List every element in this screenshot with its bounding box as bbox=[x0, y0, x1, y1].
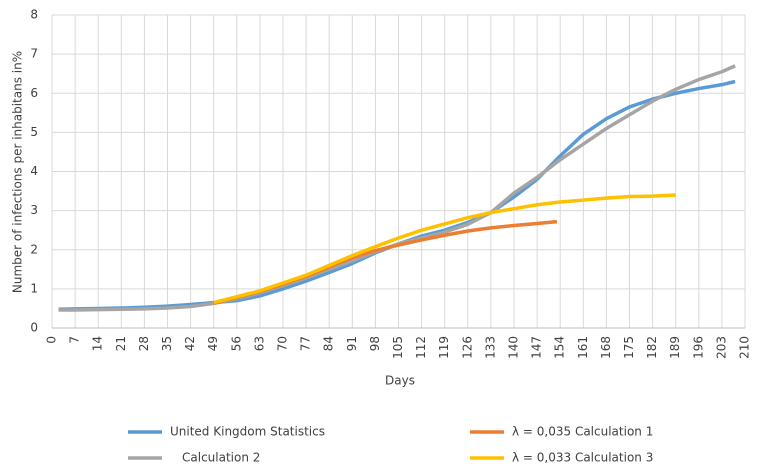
x-tick-label: 119 bbox=[437, 336, 451, 359]
x-tick-label: 175 bbox=[622, 336, 636, 359]
x-tick-label: 189 bbox=[668, 336, 682, 359]
x-tick-label: 105 bbox=[391, 336, 405, 359]
x-tick-label: 140 bbox=[507, 336, 521, 359]
x-tick-label: 112 bbox=[414, 336, 428, 359]
x-tick-label: 203 bbox=[714, 336, 728, 359]
series-line bbox=[213, 219, 558, 306]
y-tick-label: 3 bbox=[30, 203, 38, 217]
series-line bbox=[213, 193, 676, 305]
x-tick-label: 35 bbox=[160, 336, 174, 351]
y-tick-label: 8 bbox=[30, 8, 38, 22]
x-tick-label: 154 bbox=[553, 336, 567, 359]
legend-label: United Kingdom Statistics bbox=[170, 425, 325, 439]
y-axis-label: Number of infections per inhabitans in% bbox=[11, 51, 25, 293]
x-tick-label: 210 bbox=[738, 336, 752, 359]
x-tick-label: 91 bbox=[345, 336, 359, 351]
y-tick-label: 6 bbox=[30, 86, 38, 100]
legend-label: λ = 0,033 Calculation 3 bbox=[512, 451, 653, 465]
x-tick-label: 196 bbox=[691, 336, 705, 359]
x-tick-label: 21 bbox=[114, 336, 128, 351]
x-tick-label: 168 bbox=[599, 336, 613, 359]
x-tick-label: 70 bbox=[276, 336, 290, 351]
x-tick-label: 84 bbox=[322, 336, 336, 351]
x-tick-label: 147 bbox=[530, 336, 544, 359]
y-tick-label: 4 bbox=[30, 164, 38, 178]
x-tick-label: 161 bbox=[576, 336, 590, 359]
x-tick-label: 63 bbox=[252, 336, 266, 351]
y-tick-label: 1 bbox=[30, 281, 38, 295]
x-tick-label: 0 bbox=[45, 336, 59, 344]
y-tick-label: 7 bbox=[30, 47, 38, 61]
x-tick-label: 49 bbox=[206, 336, 220, 351]
x-tick-label: 56 bbox=[229, 336, 243, 351]
x-tick-label: 126 bbox=[460, 336, 474, 359]
y-tick-label: 0 bbox=[30, 321, 38, 335]
x-tick-label: 77 bbox=[299, 336, 313, 351]
x-tick-label: 7 bbox=[68, 336, 82, 344]
series-line bbox=[58, 64, 736, 312]
x-tick-label: 98 bbox=[368, 336, 382, 351]
y-tick-label: 2 bbox=[30, 242, 38, 256]
legend-label: Calculation 2 bbox=[182, 451, 260, 465]
x-tick-label: 182 bbox=[645, 336, 659, 359]
y-tick-label: 5 bbox=[30, 125, 38, 139]
x-tick-label: 14 bbox=[91, 336, 105, 351]
x-tick-label: 133 bbox=[483, 336, 497, 359]
legend-label: λ = 0,035 Calculation 1 bbox=[512, 425, 653, 439]
x-tick-label: 42 bbox=[183, 336, 197, 351]
x-tick-label: 28 bbox=[137, 336, 151, 351]
x-axis-label: Days bbox=[385, 374, 415, 388]
